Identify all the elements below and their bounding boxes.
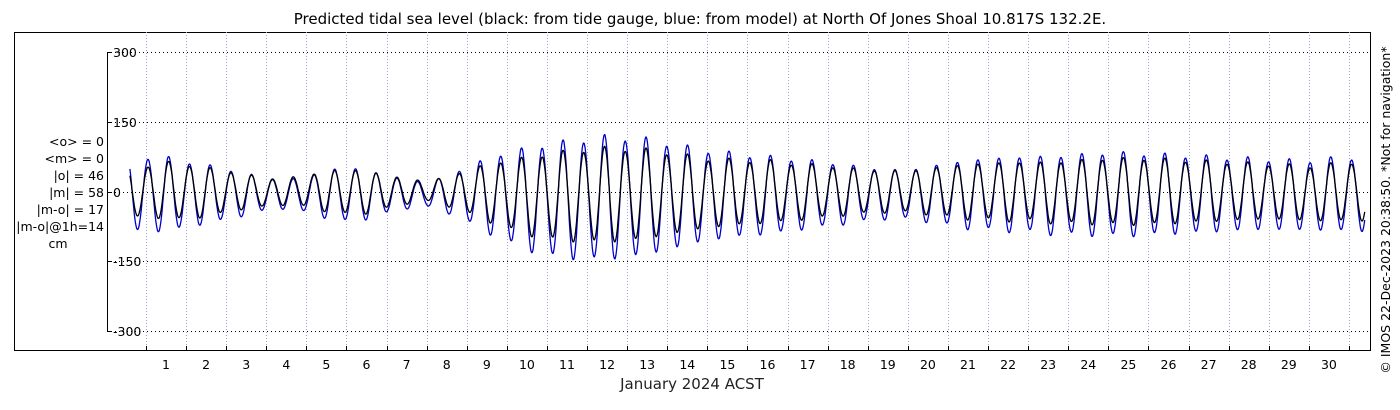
x-tick-label: 14: [679, 357, 695, 372]
x-tick-label: 24: [1080, 357, 1096, 372]
x-axis: 1 2 3 4 5 6 7 8 9 10 11 12 13 14 15 16 17 18 19 20 21 22 23 24 2…: [146, 346, 1350, 372]
chart-title: Predicted tidal sea level (black: from t…: [293, 10, 1107, 28]
y-axis: 300 150 0 -150 -300: [107, 45, 141, 339]
x-tick-label: 6: [363, 357, 371, 372]
statistics-panel: <o> = 0 <m> = 0 |o| = 46 |m| = 58 |m-o| …: [12, 133, 104, 252]
x-tick-label: 3: [242, 357, 250, 372]
x-tick-label: 4: [282, 357, 290, 372]
x-tick-label: 18: [840, 357, 856, 372]
x-tick-label: 1: [162, 357, 170, 372]
x-tick-label: 29: [1281, 357, 1297, 372]
y-tick-label: 150: [113, 115, 137, 130]
x-tick-label: 19: [880, 357, 896, 372]
x-tick-label: 25: [1120, 357, 1136, 372]
x-tick-label: 13: [639, 357, 655, 372]
x-tick-label: 26: [1161, 357, 1177, 372]
x-tick-label: 15: [719, 357, 735, 372]
y-tick-label: -300: [113, 324, 141, 339]
stat-line: <m> = 0: [44, 151, 105, 166]
x-tick-label: 23: [1040, 357, 1056, 372]
series-group: [129, 133, 1366, 261]
x-tick-label: 10: [519, 357, 535, 372]
y-tick-label: 300: [113, 45, 137, 60]
y-tick-label: 0: [113, 185, 121, 200]
x-tick-label: 7: [403, 357, 411, 372]
stat-line: cm: [48, 236, 68, 251]
x-tick-label: 2: [202, 357, 210, 372]
x-tick-label: 12: [599, 357, 615, 372]
stat-line: |m-o| = 17: [36, 202, 104, 217]
x-tick-label: 22: [1000, 357, 1016, 372]
series-line-tide-gauge: [129, 145, 1366, 243]
x-tick-label: 11: [559, 357, 575, 372]
x-tick-label: 16: [760, 357, 776, 372]
x-tick-label: 8: [443, 357, 451, 372]
x-tick-label: 27: [1201, 357, 1217, 372]
x-tick-label: 30: [1321, 357, 1337, 372]
stat-line: <o> = 0: [49, 134, 104, 149]
x-tick-label: 21: [960, 357, 976, 372]
stat-line: |o| = 46: [53, 168, 104, 183]
stat-line: |m-o|@1h=14: [16, 219, 104, 234]
x-tick-label: 5: [322, 357, 330, 372]
x-tick-label: 17: [800, 357, 816, 372]
y-tick-label: -150: [113, 254, 141, 269]
stat-line: |m| = 58: [49, 185, 104, 200]
x-axis-label: January 2024 ACST: [619, 375, 765, 393]
x-tick-label: 28: [1241, 357, 1257, 372]
x-tick-label: 9: [483, 357, 491, 372]
plot-frame: [14, 32, 1371, 351]
x-tick-label: 20: [920, 357, 936, 372]
